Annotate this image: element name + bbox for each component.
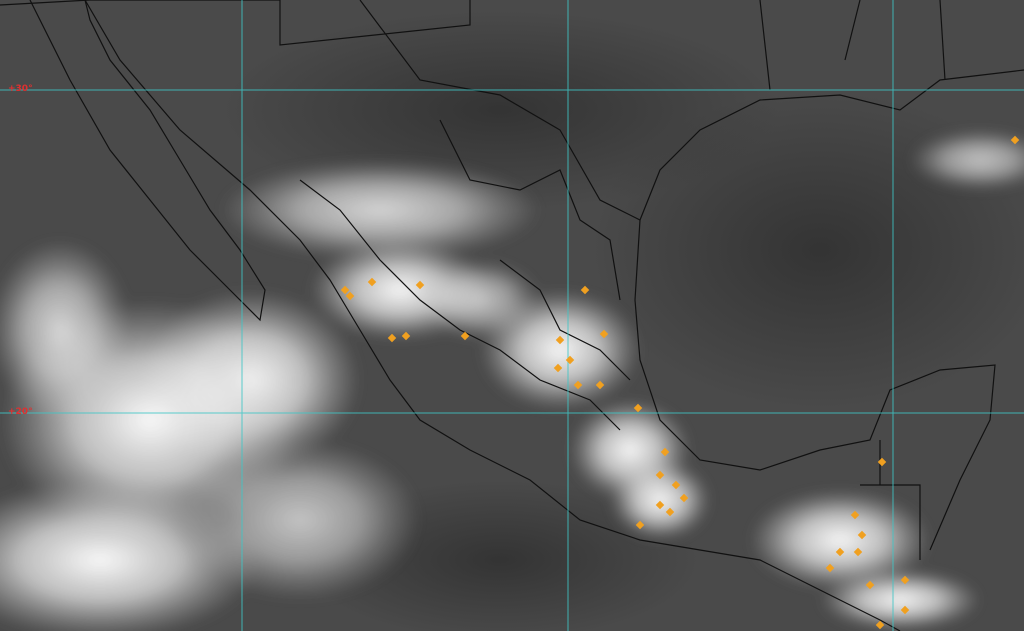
lightning-marker bbox=[900, 605, 910, 615]
lightning-marker bbox=[877, 457, 887, 467]
lightning-marker bbox=[565, 355, 575, 365]
lightning-marker bbox=[633, 403, 643, 413]
lightning-marker bbox=[553, 363, 563, 373]
lightning-marker bbox=[599, 329, 609, 339]
lightning-marker bbox=[387, 333, 397, 343]
lightning-marker bbox=[825, 563, 835, 573]
lightning-marker bbox=[573, 380, 583, 390]
lightning-marker bbox=[671, 480, 681, 490]
lightning-marker bbox=[665, 507, 675, 517]
lightning-marker bbox=[655, 500, 665, 510]
lightning-marker bbox=[857, 530, 867, 540]
lightning-marker bbox=[555, 335, 565, 345]
latitude-label-20: +20° bbox=[8, 407, 33, 417]
lightning-marker bbox=[415, 280, 425, 290]
lightning-marker bbox=[660, 447, 670, 457]
lightning-marker bbox=[900, 575, 910, 585]
lightning-marker bbox=[460, 331, 470, 341]
lightning-marker bbox=[875, 620, 885, 630]
latitude-label-30: +30° bbox=[8, 84, 33, 94]
lightning-markers bbox=[340, 135, 1020, 630]
lightning-marker bbox=[367, 277, 377, 287]
lightning-marker bbox=[580, 285, 590, 295]
cloud-cover bbox=[0, 130, 1024, 631]
lightning-marker bbox=[635, 520, 645, 530]
lightning-marker bbox=[853, 547, 863, 557]
lightning-marker bbox=[679, 493, 689, 503]
lightning-marker bbox=[340, 285, 350, 295]
lightning-marker bbox=[655, 470, 665, 480]
lightning-marker bbox=[401, 331, 411, 341]
lightning-marker bbox=[865, 580, 875, 590]
lightning-marker bbox=[835, 547, 845, 557]
lightning-marker bbox=[345, 291, 355, 301]
lightning-marker bbox=[595, 380, 605, 390]
